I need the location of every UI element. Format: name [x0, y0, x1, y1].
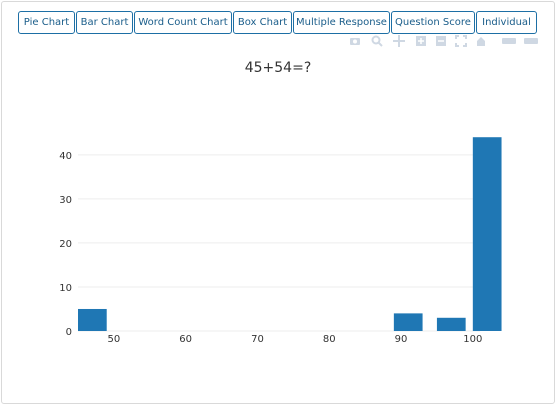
grid-lines: [78, 154, 480, 332]
y-tick-label: 40: [59, 151, 72, 162]
tab-word-count-chart[interactable]: Word Count Chart: [134, 11, 232, 34]
bar-2[interactable]: [436, 317, 466, 331]
x-tick-label: 80: [323, 334, 336, 345]
chart-title: 45+54=?: [244, 60, 312, 76]
plotly-logo-icon[interactable]: [524, 34, 538, 48]
y-axis-ticks: 0 10 20 30 40: [59, 151, 72, 338]
bar-1[interactable]: [393, 313, 423, 331]
y-tick-label: 10: [59, 283, 72, 294]
zoom-out-icon[interactable]: [434, 34, 448, 48]
tab-multiple-response[interactable]: Multiple Response: [293, 11, 390, 34]
tab-individual[interactable]: Individual: [476, 11, 537, 34]
x-axis-ticks: 50 60 70 80 90 100: [108, 334, 483, 345]
pan-icon[interactable]: [392, 34, 406, 48]
y-tick-label: 20: [59, 239, 72, 250]
reset-axes-icon[interactable]: [474, 34, 488, 48]
bars: [78, 137, 502, 331]
zoom-icon[interactable]: [370, 34, 384, 48]
tab-pie-chart[interactable]: Pie Chart: [18, 11, 75, 34]
y-tick-label: 30: [59, 195, 72, 206]
camera-icon[interactable]: [348, 34, 362, 48]
plot-modebar: [340, 34, 550, 52]
bar-0[interactable]: [78, 308, 107, 331]
x-tick-label: 70: [251, 334, 264, 345]
autoscale-icon[interactable]: [454, 34, 468, 48]
x-tick-label: 90: [395, 334, 408, 345]
bar-3[interactable]: [472, 137, 502, 331]
x-tick-label: 100: [463, 334, 482, 345]
zoom-in-icon[interactable]: [414, 34, 428, 48]
spike-lines-icon[interactable]: [502, 34, 516, 48]
x-tick-label: 50: [108, 334, 121, 345]
tab-question-score[interactable]: Question Score: [391, 11, 475, 34]
x-tick-label: 60: [179, 334, 192, 345]
y-tick-label: 0: [66, 327, 72, 338]
tab-box-chart[interactable]: Box Chart: [233, 11, 292, 34]
tab-bar-chart[interactable]: Bar Chart: [76, 11, 133, 34]
